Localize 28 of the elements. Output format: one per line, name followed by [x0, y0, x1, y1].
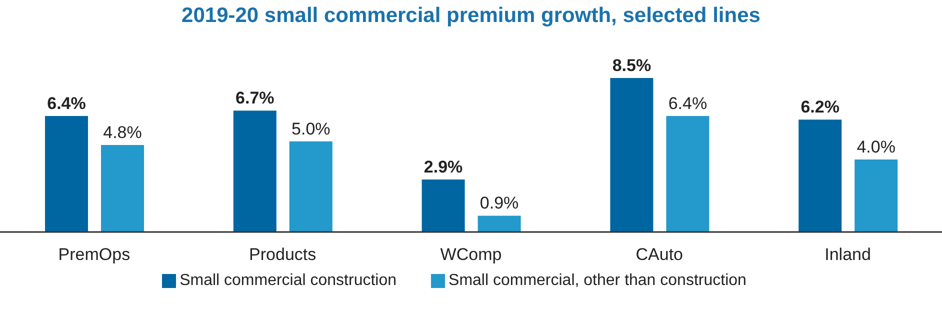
- bar: [45, 116, 88, 232]
- data-label: 6.2%: [800, 98, 840, 117]
- bar: [289, 141, 332, 232]
- data-label: 6.4%: [668, 94, 708, 114]
- x-tick-label: Products: [249, 245, 316, 264]
- x-tick-label: WComp: [440, 245, 502, 264]
- data-label: 6.7%: [236, 88, 274, 108]
- data-label: 4.0%: [856, 138, 896, 157]
- bar: [478, 216, 521, 232]
- data-label: 0.9%: [480, 194, 519, 213]
- bar: [666, 116, 710, 232]
- legend-label: Small commercial construction: [180, 272, 397, 289]
- data-label: 4.8%: [103, 123, 142, 142]
- chart-title: 2019-20 small commercial premium growth, selected lines: [180, 4, 762, 28]
- x-tick-label: CAuto: [636, 245, 684, 264]
- data-label: 2.9%: [424, 157, 463, 176]
- bar: [610, 78, 654, 232]
- legend-label: Small commercial, other than construction: [448, 272, 746, 289]
- data-label: 8.5%: [612, 56, 652, 75]
- data-label: 5.0%: [292, 119, 330, 138]
- bar: [233, 110, 276, 232]
- x-tick-label: Inland: [824, 245, 871, 264]
- bar: [854, 160, 898, 232]
- bar: [798, 120, 842, 232]
- x-tick-label: PremOps: [58, 245, 130, 264]
- bar: [101, 145, 144, 232]
- data-label: 6.4%: [47, 94, 86, 114]
- bar: [422, 179, 465, 232]
